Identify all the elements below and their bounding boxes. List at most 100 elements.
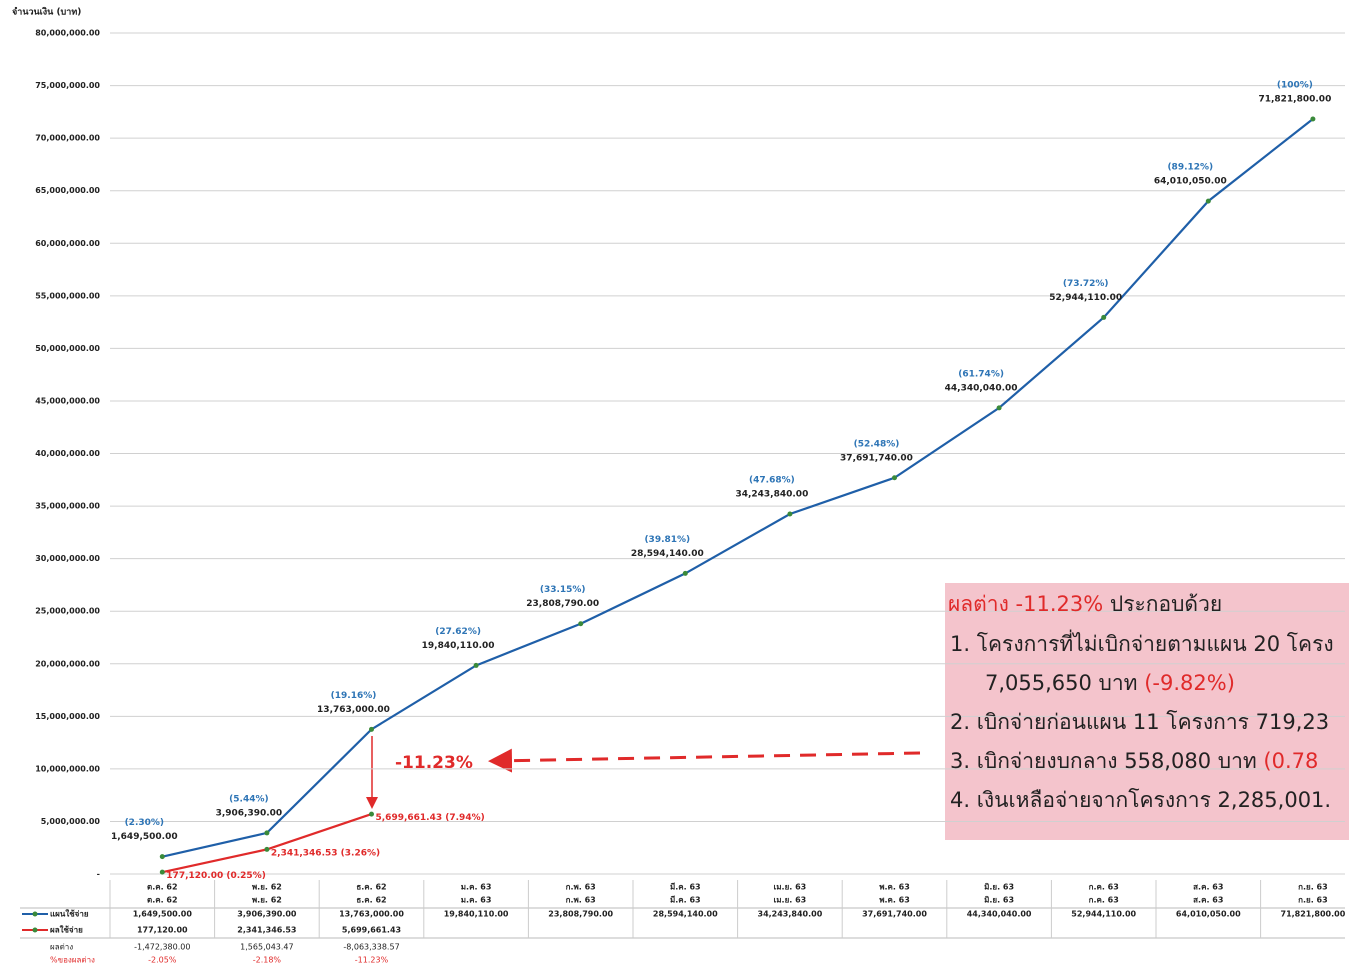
table-value: 1,565,043.47 — [240, 943, 293, 952]
value-label: 23,808,790.00 — [526, 599, 599, 609]
value-label: 44,340,040.00 — [945, 383, 1018, 393]
value-label: 28,594,140.00 — [631, 549, 704, 559]
x-tick-label: ต.ค. 62 — [147, 883, 178, 892]
point — [264, 846, 270, 852]
table-value: 52,944,110.00 — [1071, 910, 1136, 919]
table-category: พ.ย. 62 — [252, 896, 282, 905]
point — [682, 570, 688, 576]
note-item: 1. โครงการที่ไม่เบิกจ่ายตามแผน 20 โครง — [950, 629, 1334, 656]
point — [1101, 314, 1107, 320]
table-value: -2.05% — [148, 956, 177, 965]
x-tick-label: ม.ค. 63 — [461, 883, 492, 892]
y-tick-label: 15,000,000.00 — [35, 712, 100, 721]
table-category: ธ.ค. 62 — [356, 896, 386, 905]
value-label: 13,763,000.00 — [317, 705, 390, 715]
y-tick-label: 70,000,000.00 — [35, 134, 100, 143]
note-item: 3. เบิกจ่ายงบกลาง 558,080 บาท — [950, 749, 1257, 773]
x-tick-label: พ.ย. 62 — [252, 883, 282, 892]
point — [787, 511, 793, 517]
value-label: 2,341,346.53 — [271, 848, 338, 858]
pct-label: (100%) — [1277, 80, 1313, 90]
x-tick-label: มี.ค. 63 — [670, 882, 701, 892]
y-tick-label: 80,000,000.00 — [35, 29, 100, 38]
table-value: 19,840,110.00 — [444, 910, 509, 919]
table-value: 23,808,790.00 — [548, 910, 613, 919]
pct-label: (47.68%) — [749, 476, 795, 486]
pct-label: (33.15%) — [540, 585, 586, 595]
x-tick-label: มิ.ย. 63 — [984, 883, 1014, 892]
y-tick-label: 55,000,000.00 — [35, 291, 100, 300]
note-title: ผลต่าง — [948, 592, 1009, 616]
y-tick-label: 20,000,000.00 — [35, 659, 100, 668]
table-value: 13,763,000.00 — [339, 910, 404, 919]
x-tick-label: พ.ค. 63 — [879, 883, 910, 892]
point — [1310, 116, 1316, 122]
table-value: 37,691,740.00 — [862, 910, 927, 919]
value-label: 19,840,110.00 — [422, 641, 495, 651]
point — [159, 854, 165, 860]
y-tick-label: 25,000,000.00 — [35, 607, 100, 616]
x-tick-label: ธ.ค. 62 — [356, 883, 386, 892]
value-label: 64,010,050.00 — [1154, 177, 1227, 187]
y-tick-label: 45,000,000.00 — [35, 396, 100, 405]
table-row-label: ผลต่าง — [50, 943, 73, 952]
value-label: 5,699,661.43 (7.94%) — [376, 813, 485, 823]
note-box — [945, 583, 1349, 840]
note-item: 4. เงินเหลือจ่ายจากโครงการ 2,285,001. — [950, 788, 1331, 812]
pct-label: (52.48%) — [854, 439, 900, 449]
table-value: 28,594,140.00 — [653, 910, 718, 919]
table-category: ก.ค. 63 — [1089, 896, 1119, 905]
value-label: 177,120.00 (0.25%) — [166, 871, 266, 881]
table-category: ก.ย. 63 — [1298, 896, 1328, 905]
pct-label: (3.26%) — [341, 848, 380, 858]
note-item: 2. เบิกจ่ายก่อนแผน 11 โครงการ 719,23 — [950, 710, 1329, 734]
annotation: -11.23% — [395, 753, 473, 773]
note-item: 3. เบิกจ่ายงบกลาง 558,080 บาท (0.78 — [950, 749, 1318, 773]
y-tick-label: 50,000,000.00 — [35, 344, 100, 353]
y-tick-label: 35,000,000.00 — [35, 502, 100, 511]
table-value: 177,120.00 — [137, 926, 188, 935]
point — [369, 726, 374, 732]
value-label: 5,699,661.43 — [376, 813, 443, 823]
series-line — [162, 813, 372, 874]
pct-label: (61.74%) — [958, 369, 1004, 379]
table-value: 5,699,661.43 — [342, 926, 401, 935]
note-item: 1. โครงการที่ไม่เบิกจ่ายตามแผน 20 โครง — [950, 629, 1334, 656]
note-title: -11.23% — [1016, 592, 1104, 616]
note-title: ประกอบด้วย — [1110, 592, 1222, 616]
pct-label: (27.62%) — [435, 627, 481, 637]
table-category: พ.ค. 63 — [879, 896, 910, 905]
table-value: 3,906,390.00 — [237, 910, 297, 919]
point — [473, 662, 479, 668]
point — [996, 405, 1002, 411]
pct-label: (2.30%) — [125, 818, 164, 828]
legend-key — [32, 927, 38, 933]
value-label: 37,691,740.00 — [840, 453, 913, 463]
table-value: -1,472,380.00 — [134, 943, 190, 952]
x-tick-label: ส.ค. 63 — [1193, 883, 1223, 892]
dashed-arrow — [488, 748, 921, 773]
x-tick-label: ก.ค. 63 — [1089, 883, 1119, 892]
legend-label: ผลใช้จ่าย — [50, 925, 83, 935]
pct-label: (39.81%) — [644, 535, 690, 545]
table-category: ส.ค. 63 — [1193, 896, 1223, 905]
y-tick-label: 5,000,000.00 — [41, 817, 101, 826]
y-tick-label: 10,000,000.00 — [35, 764, 100, 773]
note-item: 7,055,650 บาท (-9.82%) — [985, 671, 1235, 695]
table-value: 34,243,840.00 — [758, 910, 823, 919]
y-tick-label: 60,000,000.00 — [35, 239, 100, 248]
value-label: 3,906,390.00 — [216, 808, 283, 818]
point — [369, 811, 374, 817]
point — [264, 830, 270, 836]
pct-label: (19.16%) — [331, 691, 377, 701]
series-line — [162, 118, 1314, 858]
table-category: มี.ค. 63 — [670, 895, 701, 905]
point — [578, 621, 584, 627]
table-category: ม.ค. 63 — [461, 896, 492, 905]
value-label: 52,944,110.00 — [1049, 293, 1122, 303]
table-category: ต.ค. 62 — [147, 896, 178, 905]
y-tick-label: 40,000,000.00 — [35, 449, 100, 458]
point — [892, 475, 897, 481]
